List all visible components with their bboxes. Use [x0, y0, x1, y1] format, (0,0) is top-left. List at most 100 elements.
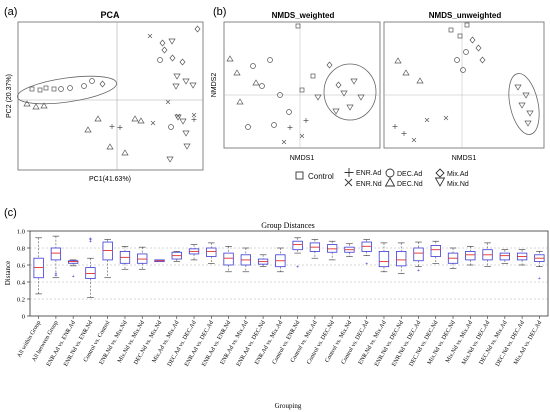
box-12 — [223, 246, 234, 273]
box-5 — [102, 239, 113, 279]
pca-ylabel: PC2 (20.37%) — [6, 74, 13, 118]
box-outlier: + — [89, 238, 92, 244]
y-tick-label: 0.6 — [17, 263, 26, 270]
nmds-unweighted-xlabel: NMDS1 — [452, 155, 477, 162]
legend-marker-dec-nd — [384, 177, 396, 187]
box-22 — [396, 242, 407, 274]
panel-c: (c) Group Distances 00.20.40.60.81.0 ++ +… — [4, 207, 549, 410]
pca-cluster-ellipse — [17, 75, 117, 105]
nmds-weighted-title: NMDS_weighted — [272, 11, 335, 20]
box-4: +++ — [85, 237, 96, 298]
legend-label-mix-ad: Mix.Ad — [447, 171, 469, 178]
box-23: + — [413, 241, 424, 274]
legend-label-dec-ad: DEC.Ad — [397, 171, 422, 178]
box-30: + — [534, 251, 545, 282]
pca-points — [23, 25, 201, 163]
box-8 — [154, 259, 165, 262]
box-outlier: + — [89, 237, 92, 243]
box-6 — [119, 246, 131, 270]
panel-a-letter: (a) — [4, 6, 17, 18]
box-2: ++ — [50, 235, 62, 279]
boxplot-boxes: ++ ++++++++ — [33, 235, 545, 298]
legend-marker-dec-ad — [385, 168, 395, 178]
nmds-weighted-frame — [223, 21, 381, 149]
legend-label-enr-ad: ENR.Ad — [356, 170, 381, 177]
boxplot-frame — [29, 230, 549, 317]
legend-marker-enr-nd — [344, 178, 353, 187]
box-iqr — [50, 247, 62, 261]
y-tick-label: 0 — [22, 314, 25, 321]
legend-marker-mix-nd — [434, 177, 446, 187]
panel-b-letter: (b) — [213, 6, 226, 18]
y-tick-label: 1.0 — [17, 229, 25, 236]
box-20: + — [361, 239, 372, 267]
box-iqr — [465, 250, 476, 261]
box-iqr — [499, 252, 510, 261]
box-9 — [171, 251, 182, 262]
box-27 — [482, 242, 493, 268]
box-10 — [188, 244, 200, 261]
box-outlier: + — [538, 276, 541, 282]
nmds-unweighted-ellipse — [508, 73, 540, 135]
boxplot-title: Group Distances — [261, 221, 315, 230]
legend-marker-control — [295, 171, 304, 180]
box-iqr — [223, 252, 234, 266]
box-iqr — [430, 245, 441, 257]
boxplot-y-axis: 0 0.2 0.4 0.6 0.8 1.0 — [17, 229, 548, 321]
box-1 — [33, 237, 44, 295]
box-iqr — [378, 250, 390, 268]
nmds-ylabel: NMDS2 — [211, 73, 218, 98]
box-7 — [137, 246, 148, 270]
box-outlier: + — [54, 272, 57, 278]
box-outlier: + — [365, 261, 368, 267]
box-outlier: + — [72, 274, 75, 280]
box-16: + — [292, 237, 303, 271]
legend-label-enr-nd: ENR.Nd — [356, 181, 382, 188]
nmds-weighted-ellipse — [323, 63, 377, 121]
pca-plot-frame — [17, 21, 204, 171]
legend-label-mix-nd: Mix.Nd — [447, 181, 469, 188]
box-14 — [257, 254, 269, 268]
box-iqr — [206, 247, 217, 257]
box-28 — [499, 249, 510, 264]
pca-title: PCA — [100, 10, 120, 20]
box-iqr — [292, 240, 303, 251]
legend-label-control: Control — [308, 172, 334, 181]
box-outlier: + — [89, 239, 92, 245]
panel-a: (a) PCA PC1(41.63%) — [4, 6, 204, 183]
nmds-points — [226, 22, 534, 145]
nmds-unweighted-title: NMDS_unweighted — [429, 11, 502, 20]
legend-marker-enr-ad — [344, 168, 354, 177]
box-iqr — [413, 247, 424, 262]
panel-b: (b) NMDS_weighted NMDS_unweighted — [211, 6, 545, 188]
box-3: + — [68, 259, 79, 280]
boxplot-xlabel: Grouping — [275, 402, 302, 410]
panel-c-letter: (c) — [4, 207, 17, 219]
y-tick-label: 0.8 — [17, 246, 25, 253]
box-26 — [465, 246, 476, 266]
box-18 — [327, 240, 338, 261]
box-outlier: + — [417, 268, 420, 274]
box-17 — [309, 239, 321, 259]
box-24 — [430, 240, 441, 264]
box-15 — [275, 247, 286, 273]
box-25 — [447, 247, 459, 269]
box-21 — [378, 242, 390, 273]
y-tick-label: 0.4 — [17, 280, 26, 287]
legend — [295, 168, 446, 187]
pca-xlabel: PC1(41.63%) — [89, 176, 131, 183]
box-outlier: + — [54, 273, 57, 279]
box-outlier: + — [296, 265, 299, 271]
nmds-weighted-xlabel: NMDS1 — [290, 155, 315, 162]
box-19 — [344, 243, 355, 257]
y-tick-label: 0.2 — [17, 297, 25, 304]
box-iqr — [396, 250, 407, 267]
box-13 — [240, 247, 251, 273]
legend-marker-mix-ad — [435, 168, 445, 178]
box-29 — [516, 249, 528, 266]
legend-label-dec-nd: DEC.Nd — [397, 181, 423, 188]
box-11 — [206, 242, 217, 264]
boxplot-ylabel: Distance — [4, 261, 12, 286]
